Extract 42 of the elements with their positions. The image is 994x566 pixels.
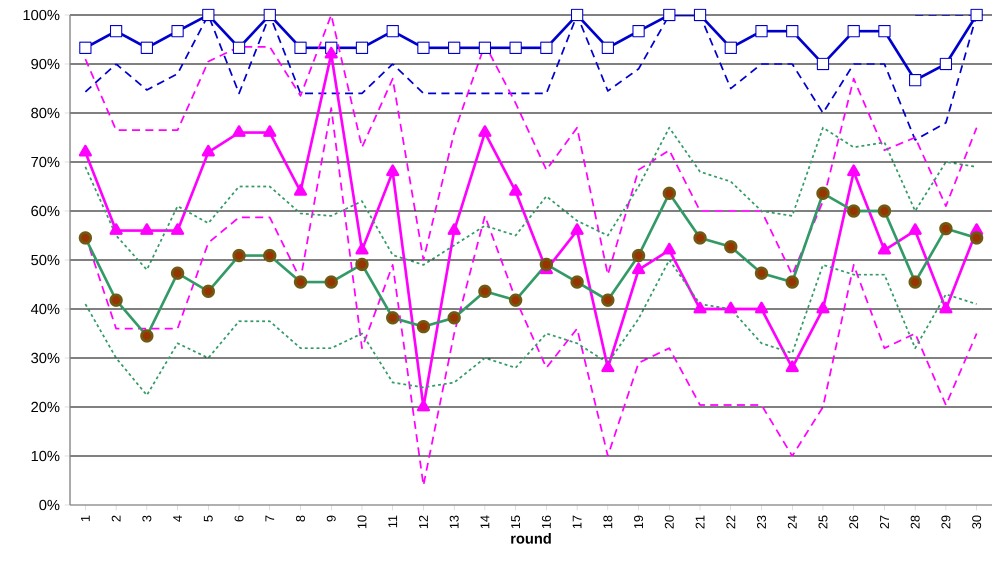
x-tick-label: 8 — [296, 516, 305, 522]
y-tick-label: 70% — [31, 156, 60, 168]
x-tick-label: 22 — [726, 516, 736, 528]
x-tick-label: 1 — [81, 516, 90, 522]
x-tick-label: 10 — [357, 516, 366, 528]
y-tick-label: 20% — [31, 402, 60, 412]
x-tick-label: 30 — [972, 516, 982, 529]
x-tick-label: 21 — [696, 516, 704, 528]
y-tick-label: 90% — [31, 58, 60, 70]
x-axis-title: round — [511, 532, 551, 544]
x-tick-label: 16 — [542, 516, 551, 528]
x-tick-label: 17 — [572, 516, 582, 528]
y-tick-label: 30% — [31, 352, 60, 364]
x-tick-label: 18 — [603, 516, 612, 528]
x-tick-label: 20 — [664, 516, 674, 528]
y-tick-label: 40% — [30, 304, 60, 314]
x-tick-label: 2 — [112, 516, 121, 522]
x-tick-label: 29 — [941, 516, 950, 528]
x-tick-label: 27 — [880, 516, 889, 528]
y-tick-label: 60% — [31, 206, 60, 216]
x-tick-label: 26 — [849, 516, 858, 528]
x-tick-label: 7 — [265, 516, 274, 522]
y-tick-label: 10% — [32, 450, 60, 462]
x-tick-label: 3 — [142, 516, 152, 522]
x-tick-label: 24 — [788, 515, 797, 528]
y-tick-label: 0% — [39, 500, 60, 510]
x-tick-label: 13 — [450, 516, 459, 528]
x-tick-label: 15 — [511, 516, 520, 528]
x-tick-label: 6 — [234, 516, 244, 522]
x-tick-label: 19 — [634, 516, 644, 528]
x-tick-label: 25 — [818, 516, 828, 528]
y-tick-label: 50% — [31, 254, 60, 266]
y-tick-label: 80% — [31, 108, 60, 118]
x-tick-label: 14 — [480, 515, 490, 528]
x-tick-label: 23 — [757, 516, 766, 528]
x-tick-label: 4 — [173, 515, 182, 522]
y-tick-label: 100% — [24, 10, 60, 20]
x-tick-label: 5 — [204, 516, 213, 522]
x-tick-label: 11 — [388, 516, 398, 528]
x-tick-label: 28 — [910, 516, 920, 528]
x-tick-label: 9 — [326, 516, 336, 522]
x-tick-label: 12 — [419, 516, 428, 528]
